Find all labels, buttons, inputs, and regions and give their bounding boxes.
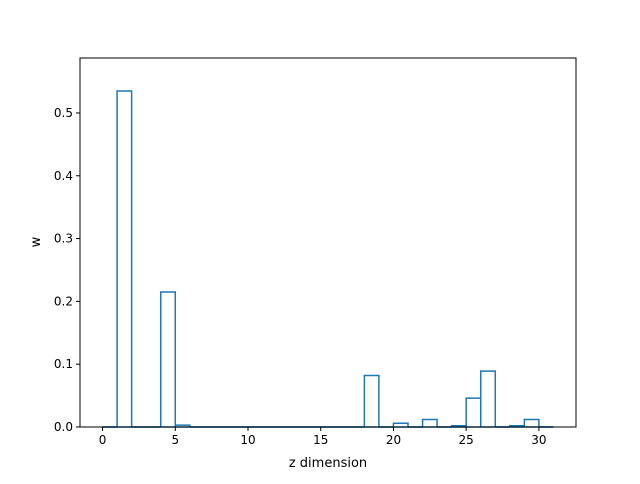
histogram-bar xyxy=(479,370,497,427)
histogram-bar xyxy=(174,424,191,427)
y-tick-label: 0.1 xyxy=(54,357,73,371)
y-tick-label: 0.5 xyxy=(54,106,73,120)
x-tick-label: 30 xyxy=(531,433,546,447)
histogram-bar xyxy=(116,90,133,427)
x-tick-label: 15 xyxy=(313,433,328,447)
y-tick-label: 0.2 xyxy=(54,294,73,308)
x-tick-label: 5 xyxy=(171,433,179,447)
y-tick-label: 0.4 xyxy=(54,169,73,183)
histogram-bar xyxy=(363,374,380,427)
x-tick-label: 25 xyxy=(459,433,474,447)
histogram-bar xyxy=(421,418,438,427)
x-axis-ticks: 0 5 10 15 20 25 30 xyxy=(99,427,547,447)
y-axis-ticks: 0.0 0.1 0.2 0.3 0.4 0.5 xyxy=(54,106,80,434)
x-tick-label: 10 xyxy=(240,433,255,447)
x-tick-label: 0 xyxy=(99,433,107,447)
y-axis-label: w xyxy=(29,236,44,247)
histogram-bar xyxy=(392,422,409,427)
x-tick-label: 20 xyxy=(386,433,401,447)
x-axis-label: z dimension xyxy=(289,456,367,471)
plot-frame xyxy=(79,57,577,428)
y-tick-label: 0.3 xyxy=(54,232,73,246)
y-tick-label: 0.0 xyxy=(54,420,73,434)
histogram-bar xyxy=(523,418,540,427)
histogram-bar xyxy=(159,291,177,427)
